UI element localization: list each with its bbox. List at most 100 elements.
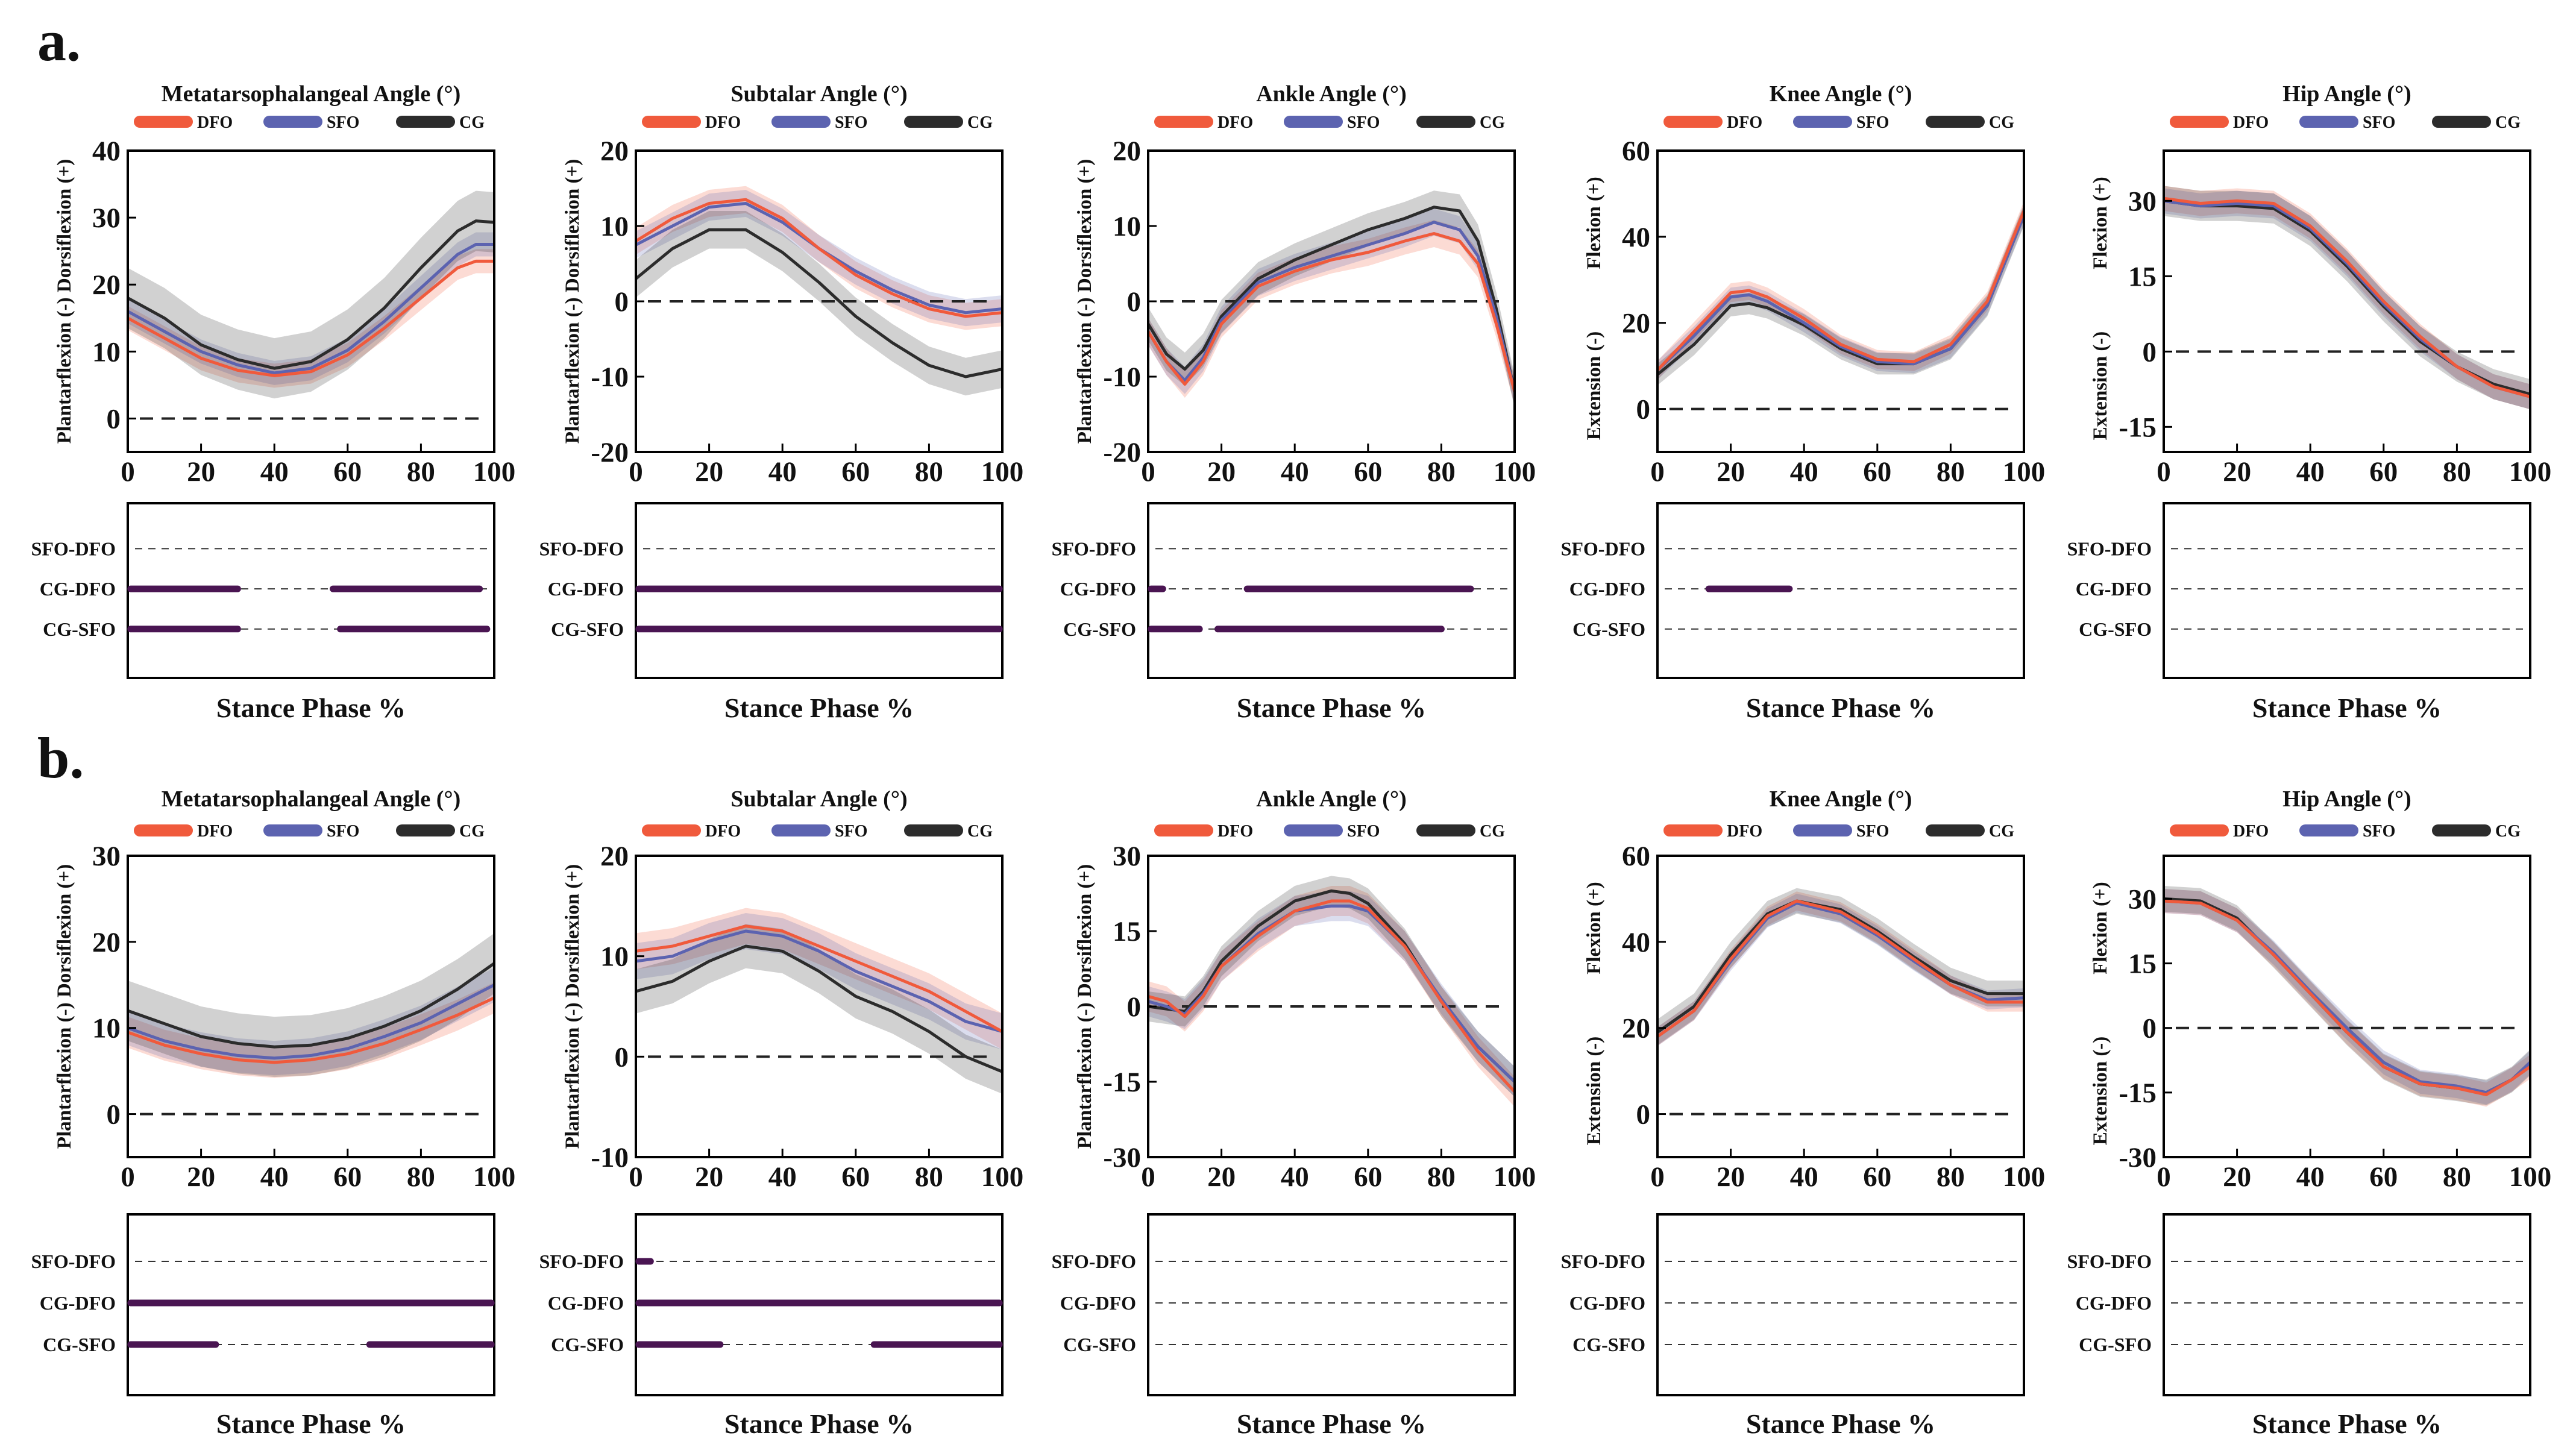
legend-label-dfo: DFO xyxy=(1217,822,1253,841)
chart-panel-b-5: Hip Angle (°) DFO SFO CG -30 -15 0 15 30 0 20 40 60 8… xyxy=(2067,786,2552,1439)
x-tick-label: 100 xyxy=(473,456,516,488)
series-line-cg xyxy=(1657,899,2024,1034)
spm-row-label: CG-DFO xyxy=(40,578,116,600)
x-tick-label: 80 xyxy=(915,456,943,488)
spm-row-label: CG-DFO xyxy=(1569,1292,1645,1314)
x-tick-label: 20 xyxy=(1717,1161,1745,1193)
legend-label-dfo: DFO xyxy=(1727,113,1762,132)
legend-label-sfo: SFO xyxy=(1856,113,1889,132)
series-line-cg xyxy=(128,962,494,1049)
spm-frame xyxy=(127,1213,495,1396)
x-tick-label: 40 xyxy=(1790,1161,1818,1193)
legend-label-dfo: DFO xyxy=(705,113,741,132)
x-tick-label: 40 xyxy=(1790,456,1818,488)
plot-area xyxy=(1148,876,1515,1107)
chart-panel-a-1: Metatarsophalangeal Angle (°) DFO SFO CG 0 10… xyxy=(31,81,516,723)
plot-frame xyxy=(2163,855,2531,1158)
y-axis-label-negative: Extension (-) xyxy=(2090,331,2111,441)
x-tick-label: 20 xyxy=(1207,1161,1236,1193)
spm-row-label: CG-DFO xyxy=(548,578,624,600)
chart-title: Ankle Angle (°) xyxy=(1256,786,1407,812)
y-tick-label: 40 xyxy=(92,136,121,167)
spm-row-label: CG-SFO xyxy=(2079,1334,2152,1355)
x-tick-label: 40 xyxy=(768,1161,797,1193)
y-axis-label: Plantarflexion (-) Dorsiflexion (+) xyxy=(54,159,75,444)
y-tick-label: 20 xyxy=(1622,308,1650,339)
y-tick-label: -30 xyxy=(1103,1142,1141,1173)
spm-row-label: CG-SFO xyxy=(551,618,624,640)
legend-label-sfo: SFO xyxy=(1347,113,1380,132)
band-dfo xyxy=(1148,886,1515,1107)
legend-label-dfo: DFO xyxy=(2233,113,2269,132)
series-line-dfo xyxy=(2164,196,2530,398)
x-tick-label: 40 xyxy=(2296,456,2325,488)
y-tick-label: -10 xyxy=(1103,362,1141,393)
spm-row-label: CG-DFO xyxy=(1060,578,1136,600)
band-cg xyxy=(1148,190,1515,409)
series-line-sfo xyxy=(128,243,494,375)
spm-row-label: SFO-DFO xyxy=(1561,538,1645,559)
y-tick-label: 30 xyxy=(92,841,121,872)
series-line-sfo xyxy=(636,929,1002,1034)
x-tick-label: 0 xyxy=(121,1161,135,1193)
x-tick-label: 60 xyxy=(841,456,870,488)
y-tick-label: 30 xyxy=(1113,841,1141,872)
y-tick-label: -15 xyxy=(2119,412,2157,443)
x-tick-label: 100 xyxy=(1494,1161,1536,1193)
plot-area xyxy=(636,908,1002,1094)
legend-label-cg: CG xyxy=(967,113,993,132)
y-tick-label: 10 xyxy=(92,336,121,368)
spm-row-label: CG-DFO xyxy=(2076,578,2152,600)
y-tick-label: 20 xyxy=(1622,1013,1650,1044)
y-tick-label: 0 xyxy=(1127,286,1142,318)
spm-row-label: SFO-DFO xyxy=(2067,538,2152,559)
y-tick-label: 30 xyxy=(2128,883,2157,915)
x-tick-label: 0 xyxy=(2157,1161,2171,1193)
x-tick-label: 60 xyxy=(2369,1161,2398,1193)
x-tick-label: 100 xyxy=(473,1161,516,1193)
plot-frame xyxy=(127,855,495,1158)
x-tick-label: 80 xyxy=(1427,456,1456,488)
spm-row-label: CG-DFO xyxy=(2076,1292,2152,1314)
row-label-b: b. xyxy=(37,726,84,790)
band-sfo xyxy=(1657,893,2024,1046)
legend-label-cg: CG xyxy=(2495,113,2521,132)
series-line-sfo xyxy=(1657,215,2024,372)
y-tick-label: 10 xyxy=(1113,211,1141,242)
spm-row-label: CG-SFO xyxy=(1572,618,1645,640)
spm-row-label: CG-DFO xyxy=(1569,578,1645,600)
legend-label-sfo: SFO xyxy=(327,822,359,841)
x-tick-label: 100 xyxy=(981,456,1024,488)
band-dfo xyxy=(636,186,1002,330)
spm-frame xyxy=(1147,502,1516,679)
plot-area xyxy=(636,186,1002,396)
spm-frame xyxy=(1147,1213,1516,1396)
band-sfo xyxy=(128,232,494,385)
series-line-sfo xyxy=(128,984,494,1060)
y-tick-label: 15 xyxy=(2128,949,2157,980)
spm-row-label: SFO-DFO xyxy=(539,1251,624,1272)
x-axis-label: Stance Phase % xyxy=(1237,1408,1426,1439)
y-tick-label: 0 xyxy=(1127,991,1142,1023)
x-tick-label: 80 xyxy=(407,456,435,488)
plot-frame xyxy=(1656,855,2025,1158)
band-cg xyxy=(1657,888,2024,1046)
band-sfo xyxy=(2164,889,2530,1105)
x-axis-label: Stance Phase % xyxy=(724,1408,914,1439)
legend-label-dfo: DFO xyxy=(197,822,233,841)
x-axis-label: Stance Phase % xyxy=(2252,692,2442,723)
spm-row-label: CG-DFO xyxy=(548,1292,624,1314)
spm-row-label: CG-DFO xyxy=(40,1292,116,1314)
band-cg xyxy=(128,190,494,399)
x-axis-label: Stance Phase % xyxy=(216,692,406,723)
legend-label-dfo: DFO xyxy=(705,822,741,841)
x-axis-label: Stance Phase % xyxy=(724,692,914,723)
legend-label-dfo: DFO xyxy=(1217,113,1253,132)
y-tick-label: -20 xyxy=(1103,437,1141,468)
y-tick-label: -10 xyxy=(591,1142,629,1173)
x-tick-label: 20 xyxy=(1207,456,1236,488)
y-tick-label: 0 xyxy=(615,1041,629,1073)
y-tick-label: 0 xyxy=(1636,394,1651,425)
x-tick-label: 20 xyxy=(2223,1161,2251,1193)
